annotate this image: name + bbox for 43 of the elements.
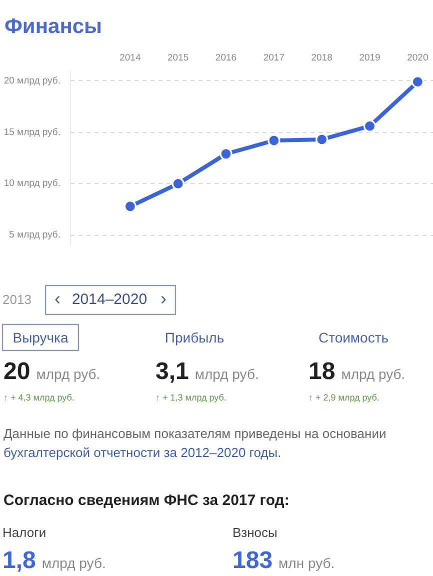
x-tick-label: 2016 — [215, 52, 237, 64]
text: 18 — [308, 358, 336, 385]
text: Данные по финансовым показателям приведены на основании — [4, 426, 386, 441]
text: ‹ — [54, 288, 61, 308]
text: Прибыль — [164, 330, 224, 346]
text: млн руб. — [278, 555, 335, 572]
text: 3,1 — [156, 358, 189, 385]
text: 20 — [4, 358, 30, 385]
text: млрд руб. — [194, 366, 259, 382]
text: ↑ + 4,3 млрд руб. — [4, 392, 74, 402]
text: ↑ + 1,3 млрд руб. — [156, 392, 226, 402]
text: Взносы — [232, 525, 278, 540]
text: млрд руб. — [341, 366, 406, 382]
point — [316, 133, 328, 146]
text: Налоги — [2, 525, 46, 540]
point — [411, 76, 424, 88]
text: млрд руб. — [42, 555, 106, 572]
x-tick-label: 2019 — [359, 52, 380, 64]
text: 183 — [232, 547, 273, 574]
text: ↑ + 2,9 млрд руб. — [308, 392, 380, 402]
text: бухгалтерской отчетности за 2012–2020 годы. — [4, 445, 282, 460]
text: 2013 — [2, 292, 32, 307]
y-tick-label: 5 млрд руб. — [9, 230, 60, 241]
y-tick-label: 15 млрд руб. — [4, 126, 61, 138]
x-tick-label: 2015 — [168, 52, 189, 64]
x-tick-label: 2017 — [263, 52, 284, 64]
text: 1,8 — [2, 547, 36, 574]
text: Стоимость — [318, 330, 389, 346]
text: 2014–2020 — [72, 291, 148, 308]
text: Согласно сведениям ФНС за 2017 год: — [4, 492, 290, 509]
x-tick-label: 2014 — [120, 52, 141, 64]
text: › — [160, 288, 167, 308]
point — [172, 177, 184, 190]
text: млрд руб. — [36, 366, 100, 382]
point — [363, 120, 376, 132]
x-tick-label: 2020 — [407, 52, 428, 64]
y-tick-label: 20 млрд руб. — [4, 75, 61, 86]
point — [268, 134, 280, 147]
chart-title: Финансы — [4, 15, 102, 38]
point — [220, 148, 232, 160]
y-tick-label: 10 млрд руб. — [4, 178, 61, 190]
x-tick-label: 2018 — [311, 52, 332, 64]
text: Выручка — [12, 330, 68, 346]
